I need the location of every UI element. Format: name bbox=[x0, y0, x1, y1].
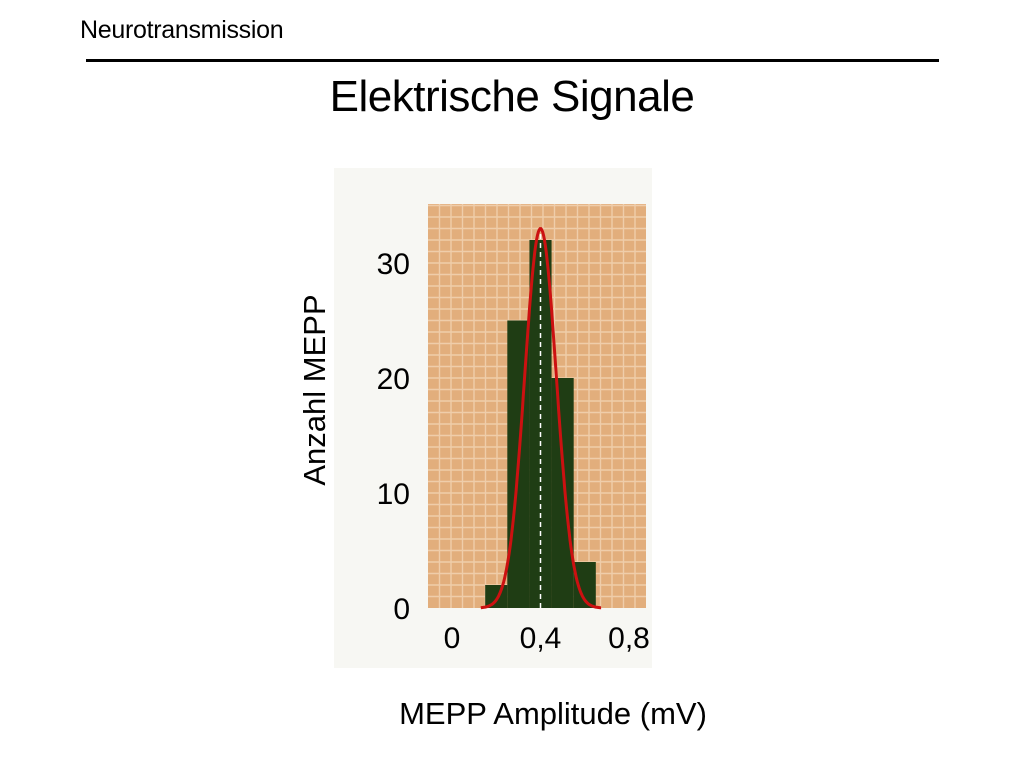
histogram-bar bbox=[573, 562, 596, 608]
y-tick-label: 0 bbox=[393, 593, 410, 626]
y-tick-label: 10 bbox=[377, 478, 410, 511]
slide-header: Neurotransmission bbox=[80, 16, 284, 44]
gaussian-fit-curve bbox=[480, 227, 602, 610]
y-tick-label: 30 bbox=[377, 248, 410, 281]
slide-title: Elektrische Signale bbox=[329, 72, 695, 121]
histogram-bar bbox=[551, 378, 574, 608]
x-tick-labels: 0 0,4 0,8 bbox=[444, 622, 650, 655]
x-tick-label: 0 bbox=[444, 622, 461, 655]
y-tick-labels: 0 10 20 30 bbox=[377, 248, 410, 626]
x-tick-label: 0,8 bbox=[608, 622, 650, 655]
y-tick-label: 20 bbox=[377, 363, 410, 396]
y-axis-label: Anzahl MEPP bbox=[297, 294, 332, 485]
header-divider bbox=[86, 59, 939, 62]
x-tick-label: 0,4 bbox=[520, 622, 562, 655]
x-axis-label: MEPP Amplitude (mV) bbox=[399, 696, 707, 731]
